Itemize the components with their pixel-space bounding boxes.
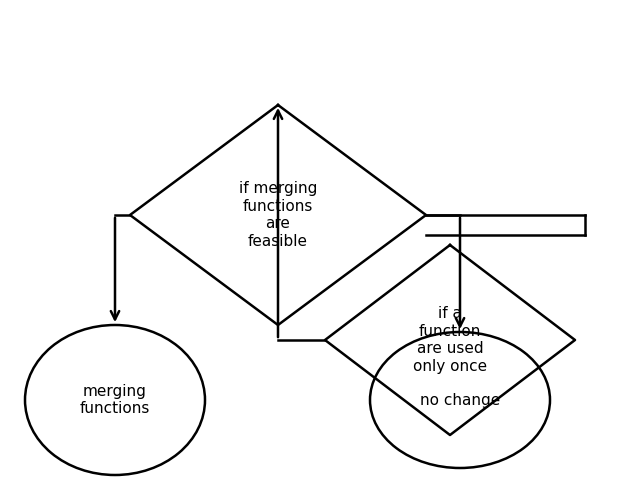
- Text: if merging
functions
are
feasible: if merging functions are feasible: [239, 182, 317, 248]
- Text: merging
functions: merging functions: [80, 384, 150, 416]
- Text: no change: no change: [420, 392, 500, 408]
- Text: if a
function
are used
only once: if a function are used only once: [413, 307, 487, 373]
